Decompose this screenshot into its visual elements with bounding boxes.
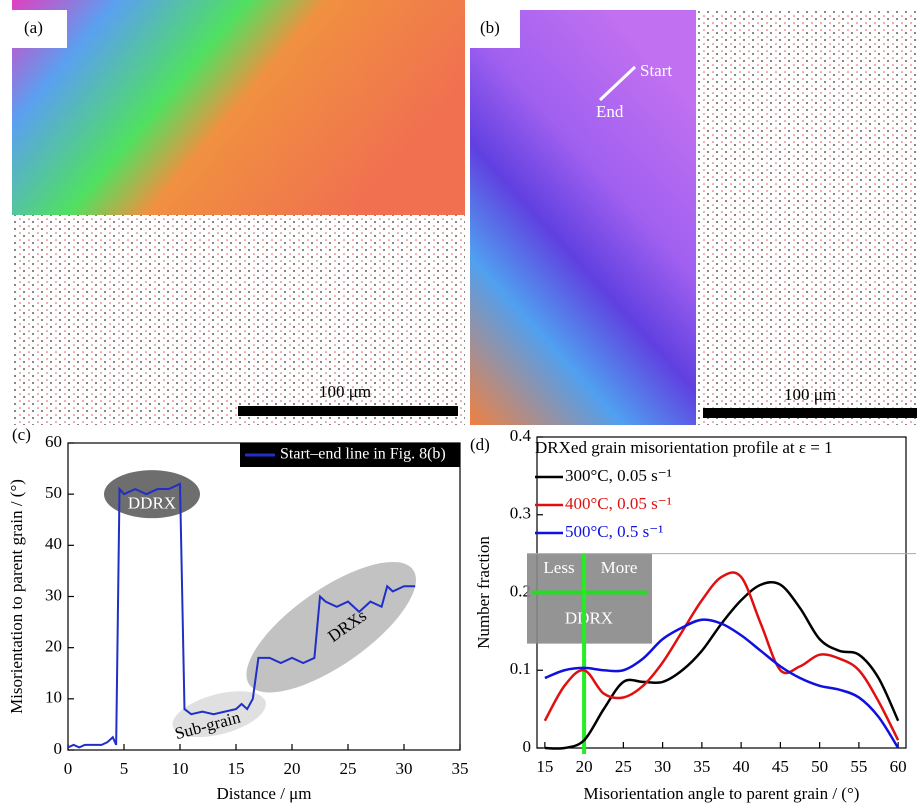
x-tick-label: 15 [228, 759, 245, 778]
x-tick-label: 5 [120, 759, 129, 778]
x-tick-label: 30 [396, 759, 413, 778]
x-tick-label: 50 [811, 757, 828, 776]
annotation-box [527, 553, 652, 644]
boundary-map [12, 215, 465, 425]
y-tick-label: 0.3 [510, 504, 531, 523]
x-tick-label: 20 [576, 757, 593, 776]
y-axis-label: Number fraction [474, 536, 493, 649]
x-tick-label: 45 [772, 757, 789, 776]
annotation: DDRX [128, 493, 176, 512]
y-tick-label: 0 [54, 739, 63, 758]
series-line [67, 482, 416, 749]
panel-label: (a) [24, 18, 43, 37]
scale-bar [238, 406, 458, 416]
x-tick-label: 20 [284, 759, 301, 778]
panel-label: (d) [470, 435, 490, 454]
y-axis-label: Misorientation to parent grain / (°) [7, 479, 26, 714]
legend-title: DRXed grain misorientation profile at ε … [535, 438, 833, 457]
arrow [598, 65, 637, 102]
series-line [544, 618, 900, 749]
x-tick-label: 55 [850, 757, 867, 776]
y-tick-label: 0 [523, 737, 532, 756]
x-tick-label: 30 [654, 757, 671, 776]
y-tick-label: 20 [45, 637, 62, 656]
y-tick-label: 10 [45, 688, 62, 707]
start-label: Start [640, 61, 672, 80]
y-tick-label: 60 [45, 432, 62, 451]
panel-a: (a) 100 μm [12, 0, 465, 425]
annotation-shape [172, 691, 266, 738]
legend-label: 500°C, 0.5 s⁻¹ [565, 522, 663, 541]
legend-label: 400°C, 0.05 s⁻¹ [565, 494, 672, 513]
legend-label: Start–end line in Fig. 8(b) [280, 446, 446, 463]
legend-box [240, 443, 460, 467]
x-tick-label: 25 [615, 757, 632, 776]
label-box [470, 10, 520, 48]
x-tick-label: 35 [452, 759, 469, 778]
end-label: End [596, 102, 624, 121]
x-tick-label: 25 [340, 759, 357, 778]
label-box [12, 10, 67, 48]
y-tick-label: 0.2 [510, 581, 531, 600]
x-tick-label: 35 [693, 757, 710, 776]
annotation: Less [543, 558, 574, 577]
y-tick-label: 40 [45, 534, 62, 553]
panel-label: (b) [480, 18, 500, 37]
panel-b: (b) Start End 100 μm [470, 10, 917, 425]
y-tick-label: 50 [45, 483, 62, 502]
annotation: More [601, 558, 638, 577]
annotation: DDRX [565, 609, 613, 628]
scale-bar-label: 100 μm [319, 382, 371, 401]
scale-bar [703, 408, 917, 418]
x-tick-label: 10 [172, 759, 189, 778]
annotation-shape [104, 470, 200, 519]
x-tick-label: 0 [64, 759, 73, 778]
x-tick-label: 40 [733, 757, 750, 776]
y-tick-label: 30 [45, 585, 62, 604]
ebsd-map [470, 10, 696, 425]
series-line [543, 571, 900, 741]
y-tick-label: 0.1 [510, 659, 531, 678]
x-tick-label: 15 [536, 757, 553, 776]
ebsd-map [12, 0, 465, 215]
legend-label: 300°C, 0.05 s⁻¹ [565, 466, 672, 485]
boundary-map [696, 10, 917, 425]
x-tick-label: 60 [890, 757, 907, 776]
y-tick-label: 0.4 [510, 426, 532, 445]
scale-bar-label: 100 μm [784, 385, 836, 404]
x-axis-label: Misorientation angle to parent grain / (… [584, 784, 860, 803]
x-axis-label: Distance / μm [216, 784, 311, 803]
panel-label: (c) [12, 425, 31, 444]
